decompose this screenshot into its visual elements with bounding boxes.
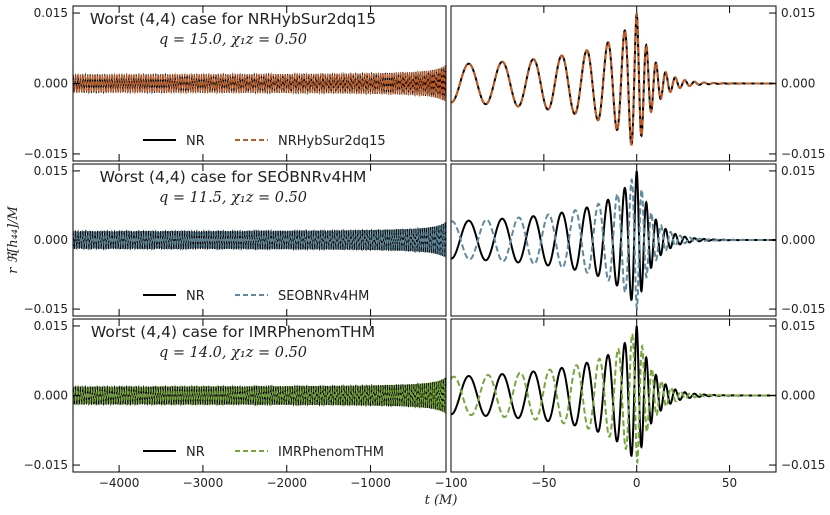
series-line-nrhybsur2dq15-right — [451, 12, 776, 146]
x-tick-label: −50 — [531, 476, 556, 490]
y-tick-label: 0.015 — [781, 6, 815, 20]
y-tick-label: 0.000 — [781, 389, 815, 403]
x-axis-label: t (M) — [425, 493, 458, 508]
series-line-nr-right — [451, 12, 776, 146]
panel-title: Worst (4,4) case for IMRPhenomTHM — [91, 323, 375, 341]
panel-2-left: −0.015 0.000 0.015 −4000 −3000 −2000 −1000 Wors… — [24, 318, 447, 490]
panel-title: Worst (4,4) case for SEOBNRv4HM — [100, 168, 367, 186]
legend-label-nr: NR — [186, 289, 205, 304]
panel-0-right: −0.015 0.000 0.015 — [450, 5, 825, 162]
series-line-imrphenomthm-right — [451, 332, 776, 464]
x-tick-label: −2000 — [266, 476, 307, 490]
series-line-imrphenomthm-left — [73, 377, 446, 414]
panel-1-left: −0.015 0.000 0.015 Worst (4,4) case for SEO… — [24, 163, 447, 317]
y-tick-label: 0.015 — [34, 164, 68, 178]
y-tick-label: −0.015 — [24, 147, 68, 161]
legend-label-nr: NR — [186, 445, 205, 460]
panel-0-left: −0.015 0.000 0.015 Worst (4,4) case for NRH… — [24, 5, 447, 162]
x-tick-label: −4000 — [99, 476, 140, 490]
x-tick-label: 50 — [722, 476, 737, 490]
panel-subtitle: q = 11.5, χ₁z = 0.50 — [159, 190, 307, 206]
x-tick-label: 0 — [633, 476, 641, 490]
y-tick-label: −0.015 — [781, 147, 825, 161]
panel-1-right: −0.015 0.000 0.015 — [450, 163, 825, 317]
y-tick-label: −0.015 — [24, 302, 68, 316]
y-tick-label: −0.015 — [781, 302, 825, 316]
y-tick-label: 0.000 — [781, 233, 815, 247]
panel-subtitle: q = 15.0, χ₁z = 0.50 — [159, 32, 307, 48]
legend-label-imrphenomthm: IMRPhenomTHM — [278, 445, 384, 460]
series-line-nr-left — [73, 65, 446, 103]
legend-label-seobnrv4hm: SEOBNRv4HM — [278, 289, 369, 304]
panel-subtitle: q = 14.0, χ₁z = 0.50 — [159, 345, 307, 361]
y-tick-label: 0.000 — [34, 389, 68, 403]
y-tick-label: −0.015 — [781, 458, 825, 472]
y-tick-label: 0.000 — [34, 77, 68, 91]
legend-label-nrhybsur2dq15: NRHybSur2dq15 — [278, 134, 386, 149]
y-axis-label: r ℜ[h₄₄]/M — [6, 206, 21, 274]
panel-title: Worst (4,4) case for NRHybSur2dq15 — [90, 10, 376, 28]
x-tick-label: −1000 — [350, 476, 391, 490]
y-tick-label: 0.000 — [34, 233, 68, 247]
panel-2-right: −0.015 0.000 0.015 −100 −50 0 50 — [435, 318, 825, 490]
legend-label-nr: NR — [186, 134, 205, 149]
x-tick-label: −3000 — [183, 476, 224, 490]
x-tick-label: −100 — [435, 476, 468, 490]
series-line-seobnrv4hm-right — [451, 177, 776, 310]
y-tick-label: 0.015 — [34, 6, 68, 20]
y-tick-label: 0.015 — [781, 164, 815, 178]
y-tick-label: 0.015 — [781, 319, 815, 333]
y-tick-label: 0.000 — [781, 77, 815, 91]
series-line-nrhybsur2dq15-left — [73, 65, 446, 103]
y-tick-label: 0.015 — [34, 319, 68, 333]
y-tick-label: −0.015 — [24, 458, 68, 472]
